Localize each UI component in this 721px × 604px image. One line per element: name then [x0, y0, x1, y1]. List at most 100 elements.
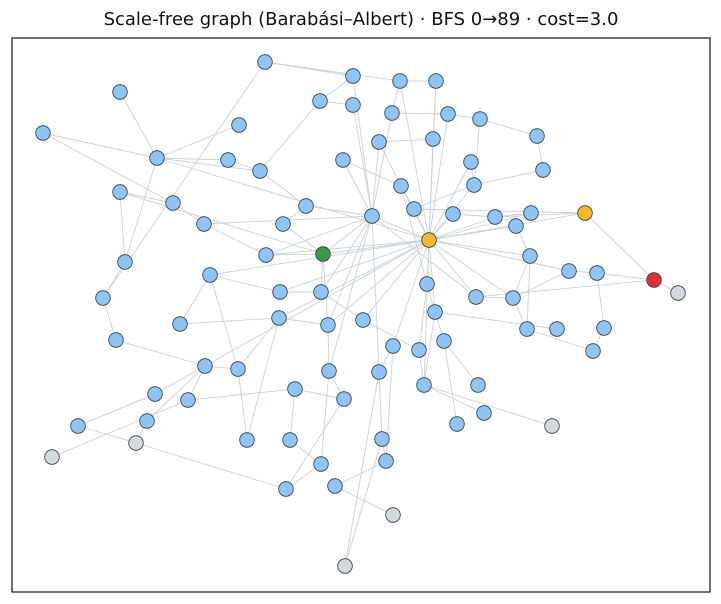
- edge: [179, 317, 280, 325]
- node: [345, 97, 361, 113]
- edge: [378, 371, 383, 440]
- edge: [399, 80, 430, 241]
- node: [378, 453, 394, 469]
- node: [529, 128, 545, 144]
- node: [364, 208, 380, 224]
- node: [202, 267, 218, 283]
- node: [470, 377, 486, 393]
- edge: [342, 159, 402, 187]
- edge: [77, 425, 137, 444]
- node: [436, 333, 452, 349]
- node: [355, 312, 371, 328]
- edge: [475, 279, 655, 298]
- node: [508, 218, 524, 234]
- node: [519, 321, 535, 337]
- edge: [596, 272, 655, 281]
- node: [313, 456, 329, 472]
- edge: [434, 311, 558, 330]
- node: [392, 73, 408, 89]
- node: [220, 152, 236, 168]
- node: [385, 338, 401, 354]
- edge: [237, 368, 248, 441]
- edge: [428, 216, 496, 241]
- node: [35, 125, 51, 141]
- node: [117, 254, 133, 270]
- node: [468, 289, 484, 305]
- edge: [334, 460, 387, 487]
- edge: [371, 215, 380, 373]
- edge: [209, 274, 239, 370]
- edge: [203, 223, 267, 256]
- edge: [596, 272, 605, 329]
- node: [313, 284, 329, 300]
- node: [577, 205, 593, 221]
- node: [561, 263, 577, 279]
- node: [371, 364, 387, 380]
- node: [472, 111, 488, 127]
- edge: [400, 185, 428, 285]
- edge: [246, 317, 280, 441]
- node: [585, 343, 601, 359]
- edge: [352, 104, 373, 217]
- edge: [443, 340, 458, 425]
- node: [298, 198, 314, 214]
- node: [589, 265, 605, 281]
- edge: [119, 191, 126, 263]
- edge: [265, 253, 324, 256]
- node: [371, 134, 387, 150]
- node: [196, 216, 212, 232]
- edge: [428, 212, 586, 241]
- node: [425, 131, 441, 147]
- node: [535, 162, 551, 178]
- node: [384, 105, 400, 121]
- node: [427, 304, 443, 320]
- edge: [156, 157, 430, 241]
- edge: [156, 124, 240, 159]
- edge: [278, 239, 430, 319]
- node: [385, 507, 401, 523]
- edge: [156, 157, 229, 161]
- edge: [305, 205, 373, 217]
- edge: [371, 215, 430, 241]
- edge: [328, 215, 373, 372]
- edge: [237, 317, 280, 370]
- edge: [473, 169, 544, 186]
- node: [487, 209, 503, 225]
- edge: [428, 239, 570, 272]
- node: [95, 290, 111, 306]
- node: [596, 320, 612, 336]
- node: [440, 106, 456, 122]
- edge: [119, 91, 158, 159]
- edge: [423, 384, 553, 427]
- node: [549, 321, 565, 337]
- node: [272, 284, 288, 300]
- edge: [264, 61, 401, 82]
- edge: [115, 339, 206, 367]
- edge: [135, 442, 287, 490]
- node: [327, 478, 343, 494]
- node: [147, 386, 163, 402]
- edge: [392, 239, 430, 347]
- node: [544, 418, 560, 434]
- edge: [584, 212, 655, 281]
- edge: [285, 398, 345, 490]
- edge: [259, 170, 307, 207]
- plot-frame: [11, 37, 711, 593]
- edge: [479, 118, 538, 137]
- edge: [428, 212, 532, 241]
- edge: [327, 215, 373, 326]
- node: [108, 332, 124, 348]
- node: [282, 432, 298, 448]
- node: [345, 68, 361, 84]
- node: [252, 163, 268, 179]
- node: [463, 154, 479, 170]
- node: [411, 342, 427, 358]
- edge: [423, 311, 436, 386]
- node: [315, 246, 331, 262]
- edge: [391, 112, 449, 115]
- edge: [362, 319, 420, 351]
- node: [112, 184, 128, 200]
- edge: [378, 138, 434, 143]
